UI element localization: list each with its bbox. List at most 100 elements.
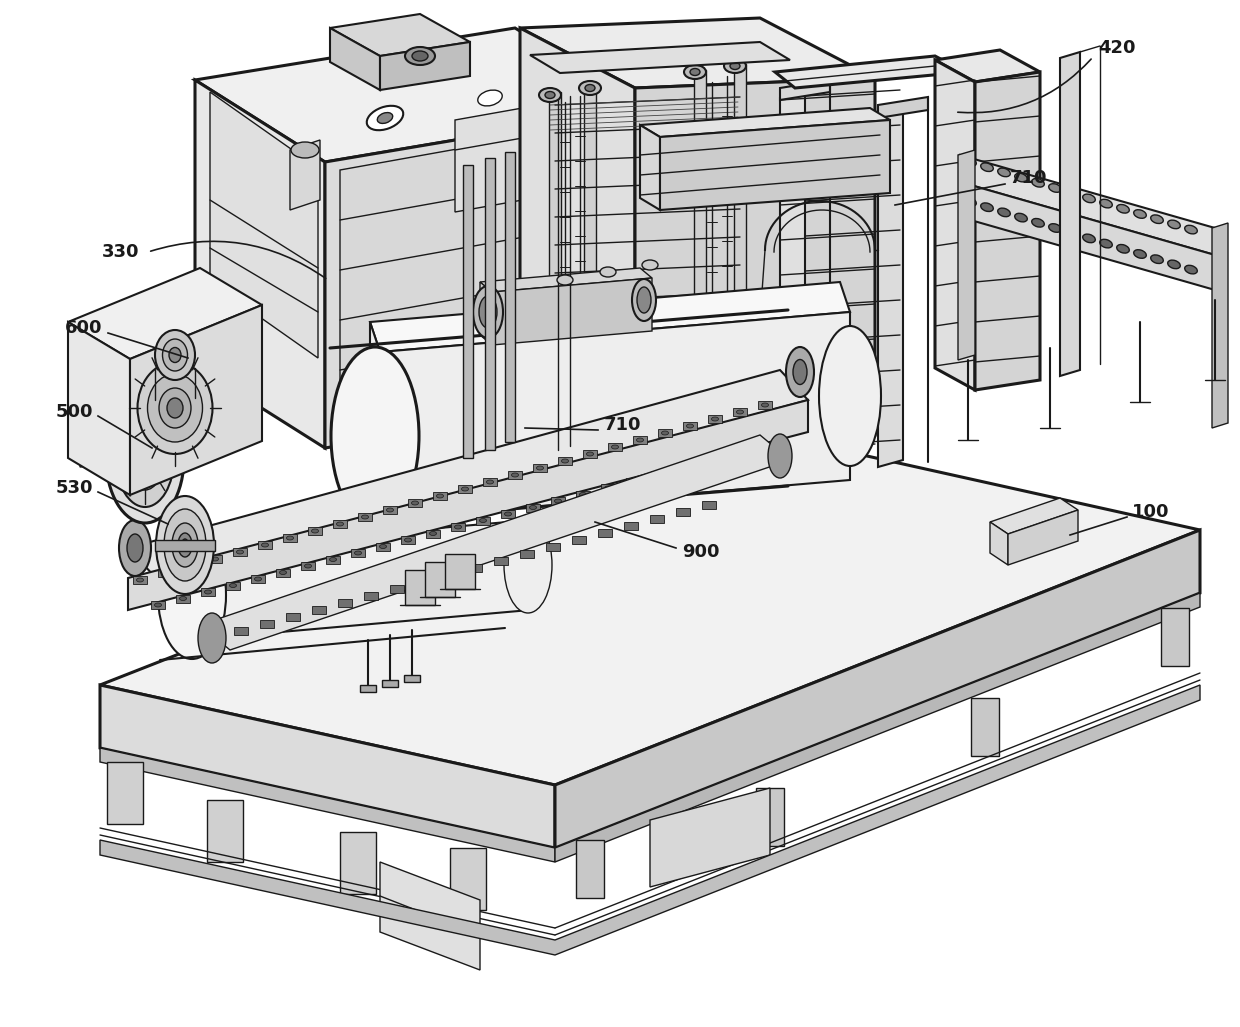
Polygon shape (260, 620, 274, 627)
Polygon shape (971, 698, 999, 756)
Polygon shape (467, 564, 482, 572)
Polygon shape (702, 501, 715, 509)
Ellipse shape (687, 424, 693, 428)
Polygon shape (81, 452, 118, 467)
Polygon shape (100, 430, 1200, 785)
Polygon shape (157, 569, 172, 577)
Polygon shape (463, 165, 472, 458)
Ellipse shape (472, 286, 503, 338)
Ellipse shape (367, 106, 403, 130)
Ellipse shape (1168, 260, 1180, 269)
Polygon shape (1008, 510, 1078, 565)
Polygon shape (708, 415, 722, 423)
Polygon shape (626, 478, 640, 486)
Polygon shape (756, 788, 784, 846)
Polygon shape (878, 97, 928, 118)
Polygon shape (733, 408, 746, 416)
Ellipse shape (286, 536, 294, 540)
Polygon shape (476, 517, 490, 525)
Ellipse shape (1100, 239, 1112, 248)
Ellipse shape (1133, 210, 1146, 219)
Polygon shape (433, 492, 446, 500)
Polygon shape (184, 562, 197, 570)
Polygon shape (301, 562, 315, 570)
Polygon shape (210, 92, 317, 358)
Ellipse shape (117, 409, 174, 507)
Polygon shape (151, 601, 165, 609)
Ellipse shape (198, 613, 226, 663)
Ellipse shape (636, 438, 644, 442)
Ellipse shape (600, 267, 616, 277)
Polygon shape (379, 312, 849, 520)
Polygon shape (133, 576, 148, 584)
Polygon shape (233, 548, 247, 556)
Ellipse shape (737, 410, 744, 414)
Polygon shape (660, 120, 890, 210)
Polygon shape (520, 28, 635, 445)
Ellipse shape (786, 347, 813, 397)
Polygon shape (195, 80, 325, 448)
Ellipse shape (119, 520, 151, 576)
Polygon shape (959, 150, 975, 360)
Polygon shape (780, 80, 830, 100)
Text: 710: 710 (604, 416, 641, 434)
Ellipse shape (429, 532, 436, 535)
Polygon shape (494, 557, 508, 565)
Polygon shape (383, 506, 397, 514)
Ellipse shape (157, 531, 226, 659)
Polygon shape (176, 595, 190, 603)
Polygon shape (226, 581, 241, 589)
Polygon shape (250, 575, 265, 583)
Polygon shape (391, 585, 404, 593)
Ellipse shape (1151, 255, 1163, 264)
Polygon shape (558, 457, 572, 465)
Polygon shape (1161, 608, 1189, 665)
Ellipse shape (794, 359, 807, 384)
Ellipse shape (963, 158, 976, 166)
Ellipse shape (279, 571, 286, 574)
Polygon shape (572, 536, 587, 544)
Polygon shape (100, 748, 556, 862)
Polygon shape (651, 471, 665, 479)
Ellipse shape (305, 564, 311, 568)
Ellipse shape (537, 466, 543, 470)
Polygon shape (775, 56, 965, 88)
Polygon shape (427, 530, 440, 537)
Polygon shape (577, 491, 590, 498)
Ellipse shape (479, 296, 497, 328)
Polygon shape (360, 685, 376, 692)
Ellipse shape (554, 499, 562, 503)
Ellipse shape (148, 374, 202, 442)
Polygon shape (526, 503, 539, 511)
Ellipse shape (155, 603, 161, 607)
Polygon shape (990, 522, 1008, 565)
Text: 600: 600 (64, 319, 103, 337)
Ellipse shape (455, 525, 461, 529)
Ellipse shape (1014, 214, 1027, 222)
Text: 530: 530 (56, 479, 93, 497)
Ellipse shape (1117, 204, 1130, 213)
Polygon shape (492, 278, 652, 345)
Polygon shape (650, 788, 770, 887)
Ellipse shape (169, 347, 181, 363)
Ellipse shape (1151, 215, 1163, 224)
Ellipse shape (138, 362, 212, 454)
Ellipse shape (557, 275, 573, 286)
Ellipse shape (761, 403, 769, 407)
Ellipse shape (1133, 250, 1146, 259)
Polygon shape (376, 542, 391, 550)
Polygon shape (68, 268, 262, 359)
Polygon shape (520, 18, 875, 88)
Polygon shape (549, 92, 560, 455)
Polygon shape (207, 800, 243, 862)
Polygon shape (425, 562, 455, 597)
Ellipse shape (155, 330, 195, 380)
Ellipse shape (724, 59, 746, 73)
Polygon shape (583, 450, 596, 458)
Polygon shape (286, 613, 300, 621)
Ellipse shape (1049, 184, 1061, 192)
Polygon shape (577, 840, 604, 898)
Polygon shape (598, 529, 613, 537)
Ellipse shape (768, 434, 792, 478)
Polygon shape (624, 522, 639, 530)
